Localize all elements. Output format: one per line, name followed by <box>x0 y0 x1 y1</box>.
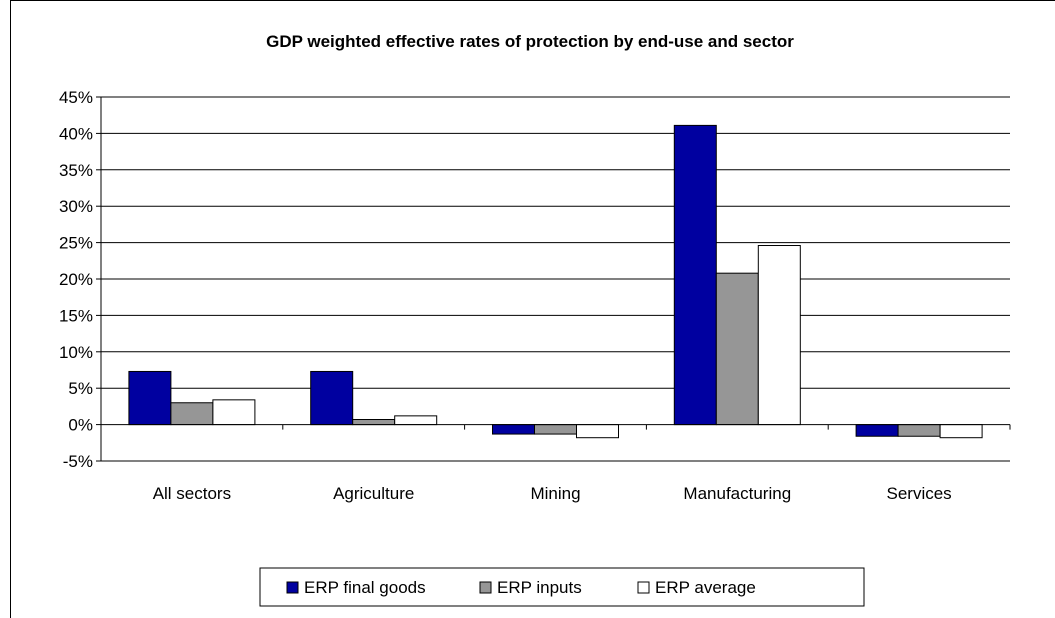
y-tick-label: 30% <box>59 197 93 216</box>
x-tick-label: Mining <box>530 484 580 503</box>
legend-swatch <box>637 581 650 594</box>
y-tick-label: 40% <box>59 124 93 143</box>
bar-erp-inputs-agriculture <box>352 419 396 426</box>
legend: ERP final goods ERP inputs ERP average <box>259 567 865 607</box>
x-tick-label: Services <box>887 484 952 503</box>
bar-erp-average-agriculture <box>394 415 438 426</box>
y-tick-label: 0% <box>68 416 93 435</box>
legend-label: ERP average <box>655 578 756 597</box>
y-tick-label: 35% <box>59 161 93 180</box>
chart-title: GDP weighted effective rates of protecti… <box>266 32 794 51</box>
bar-erp-inputs-manufacturing <box>715 272 759 426</box>
y-tick-label: 25% <box>59 234 93 253</box>
bar-erp-final-goods-mining <box>492 424 535 435</box>
bar-erp-average-mining <box>576 424 619 439</box>
grid <box>101 96 1010 462</box>
bar-erp-final-goods-agriculture <box>310 370 354 426</box>
y-tick-label: 5% <box>68 379 93 398</box>
y-tick-label: 15% <box>59 306 93 325</box>
legend-label: ERP final goods <box>304 578 426 597</box>
bar-erp-average-manufacturing <box>757 245 801 426</box>
bars <box>128 124 983 439</box>
bar-erp-final-goods-manufacturing <box>673 124 717 426</box>
bar-erp-average-all-sectors <box>212 399 256 426</box>
legend-swatch <box>286 581 299 594</box>
y-tick-label: -5% <box>63 452 93 471</box>
bar-erp-final-goods-services <box>855 424 899 437</box>
bar-erp-inputs-services <box>897 424 941 437</box>
bar-erp-inputs-mining <box>534 424 577 435</box>
bar-erp-average-services <box>939 424 983 439</box>
y-tick-label: 10% <box>59 343 93 362</box>
bar-erp-final-goods-all-sectors <box>128 370 172 426</box>
axes: -5% 0% 5% 10% 15% 20% 25% 30% 35% 40% 45% All secto… <box>59 88 1011 503</box>
chart-frame <box>10 0 1055 618</box>
legend-swatch <box>479 581 492 594</box>
legend-label: ERP inputs <box>497 578 582 597</box>
bar-erp-inputs-all-sectors <box>170 402 214 426</box>
x-tick-label: All sectors <box>153 484 231 503</box>
x-tick-label: Manufacturing <box>683 484 791 503</box>
legend-box <box>259 567 865 607</box>
x-tick-label: Agriculture <box>333 484 414 503</box>
y-tick-label: 20% <box>59 270 93 289</box>
y-tick-label: 45% <box>59 88 93 107</box>
